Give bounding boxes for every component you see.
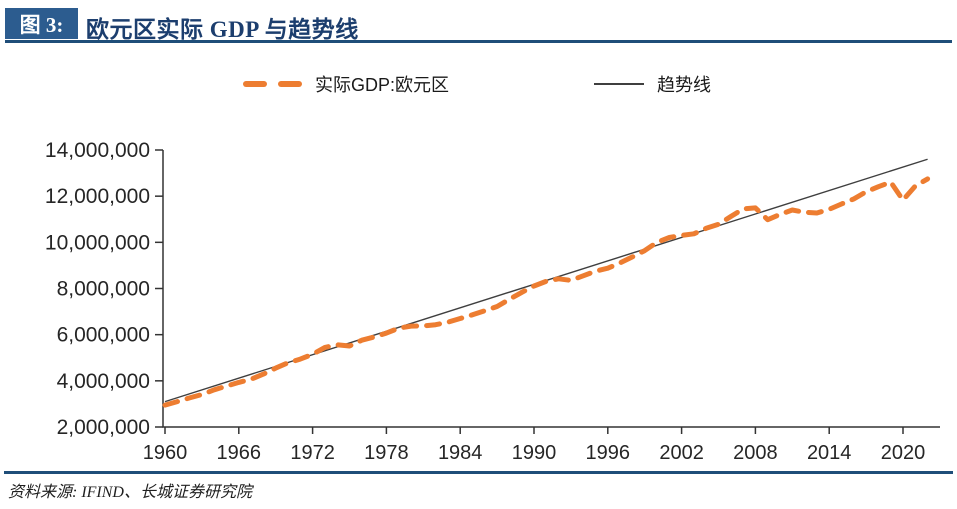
- x-axis-tick-label: 1972: [290, 442, 335, 464]
- x-axis-tick-label: 2014: [807, 442, 852, 464]
- y-axis-tick-label: 2,000,000: [57, 416, 150, 439]
- x-axis-tick-label: 1990: [512, 442, 557, 464]
- x-axis-tick-label: 2002: [659, 442, 704, 464]
- x-axis-tick-label: 2020: [881, 442, 926, 464]
- gdp-line: [162, 176, 931, 408]
- header-divider: [5, 40, 952, 43]
- y-axis-tick-label: 14,000,000: [45, 139, 150, 162]
- y-axis-tick-label: 10,000,000: [45, 231, 150, 254]
- y-axis-tick-label: 8,000,000: [57, 278, 150, 301]
- dashed-line-marker-icon: [243, 81, 302, 87]
- legend-item-trend: 趋势线: [594, 70, 711, 98]
- source-note: 资料来源: IFIND、长城证券研究院: [8, 484, 252, 501]
- y-axis-tick-label: 6,000,000: [57, 324, 150, 347]
- x-axis-tick-label: 1966: [217, 442, 262, 464]
- x-axis-tick-label: 1978: [364, 442, 409, 464]
- axis-lines: [162, 150, 940, 428]
- figure-number-badge: 图 3:: [5, 8, 78, 39]
- legend-label-trend: 趋势线: [657, 75, 711, 95]
- x-axis-tick-label: 1984: [438, 442, 483, 464]
- y-axis-tick-label: 12,000,000: [45, 185, 150, 208]
- y-axis-tick-label: 4,000,000: [57, 370, 150, 393]
- x-axis-tick-label: 2008: [733, 442, 778, 464]
- footer-divider: [4, 471, 953, 474]
- legend-label-gdp: 实际GDP:欧元区: [315, 75, 450, 95]
- solid-line-marker-icon: [594, 83, 644, 85]
- figure-title: 欧元区实际 GDP 与趋势线: [86, 17, 359, 42]
- x-axis-tick-label: 1996: [586, 442, 631, 464]
- legend-item-gdp: 实际GDP:欧元区: [243, 70, 449, 98]
- x-axis-tick-label: 1960: [143, 442, 188, 464]
- chart-legend: 实际GDP:欧元区 趋势线: [0, 70, 957, 98]
